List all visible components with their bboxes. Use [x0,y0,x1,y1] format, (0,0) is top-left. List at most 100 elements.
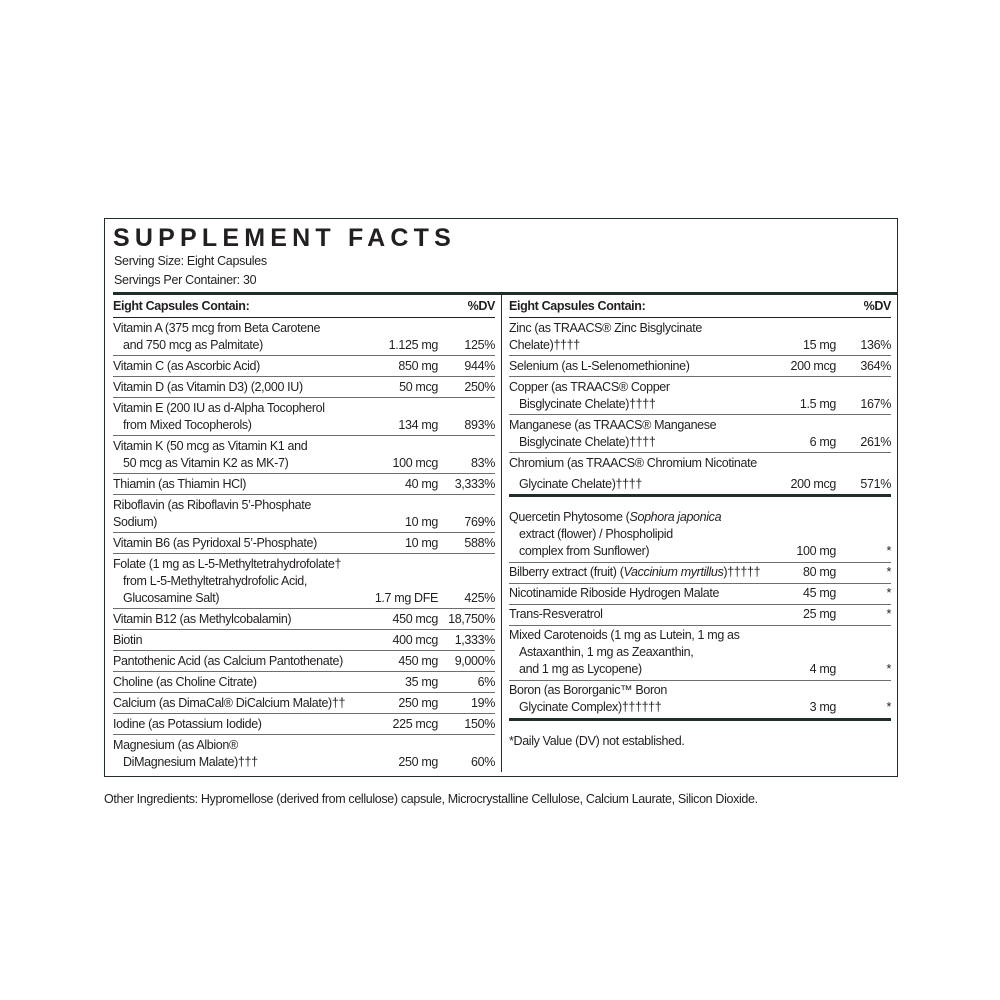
header-dv: %DV [467,299,496,313]
daily-value: 425% [464,590,495,605]
name-text: Pantothenic Acid (as Calcium Pantothenat… [113,653,343,668]
left-rows: Vitamin A (375 mcg from Beta Carotene and… [113,318,495,772]
amount: 250 mg [398,695,438,710]
amount: 6 mg [809,434,837,449]
amount: 40 mg [405,476,438,491]
header-label: Eight Capsules Contain: [509,299,646,313]
amount: 1.5 mg [799,396,836,411]
footnote: *Daily Value (DV) not established. [509,733,685,748]
daily-value: 250% [464,379,495,394]
name-text: Sophora japonica [629,510,722,524]
name-text: Magnesium (as Albion® [113,737,238,752]
nutrient-name: Vitamin C (as Ascorbic Acid) [113,358,352,375]
nutrient-row: Boron (as Bororganic™ Boron Glycinate Com… [509,681,891,721]
other-ingredients: Other Ingredients: Hypromellose (derived… [104,792,758,806]
name-text: Zinc (as TRAACS® Zinc Bisglycinate Chela… [509,320,702,352]
facts-columns: Eight Capsules Contain: %DV Vitamin A (3… [113,295,891,772]
amount: 100 mg [796,544,836,558]
amount: 1.125 mg [388,337,439,352]
nutrient-row: Iodine (as Potassium Iodide) 225 mcg 150% [113,714,495,735]
name-text: Vitamin B12 (as Methylcobalamin) [113,611,292,626]
daily-value: 136% [860,337,891,352]
amount: 35 mg [405,674,438,689]
amount: 80 mg [803,565,836,579]
name-text: DiMagnesium Malate)††† [123,754,258,769]
nutrient-row: Vitamin D (as Vitamin D3) (2,000 IU) 50 m… [113,377,495,398]
nutrient-name: Manganese (as TRAACS® Manganese Bisglycin… [509,417,766,451]
daily-value: 167% [860,396,891,411]
amount: 400 mcg [392,632,439,647]
name-text: )††††† [723,565,761,579]
nutrient-row: Vitamin B12 (as Methylcobalamin) 450 mcg 1… [113,609,495,630]
nutrient-row: Mixed Carotenoids (1 mg as Lutein, 1 mg … [509,626,891,681]
name-text: and 1 mg as Lycopene) [519,662,642,676]
name-text: extract (flower) / Phospholipid [519,527,673,541]
amount: 10 mg [405,535,438,550]
name-text: Bisglycinate Chelate)†††† [519,434,656,449]
name-text: Thiamin (as Thiamin HCl) [113,476,247,491]
nutrient-row: Nicotinamide Riboside Hydrogen Malate 45 … [509,584,891,605]
nutrient-row: Chromium (as TRAACS® Chromium Nicotinate… [509,453,891,497]
daily-value: 18,750% [448,611,495,626]
daily-value: * [886,662,891,676]
name-text: Glucosamine Salt) [123,590,220,605]
name-text: Vitamin C (as Ascorbic Acid) [113,358,260,373]
nutrient-row: Vitamin A (375 mcg from Beta Carotene and… [113,318,495,356]
name-text: Selenium (as L-Selenomethionine) [509,358,690,373]
nutrient-name: Vitamin E (200 IU as d-Alpha Tocopherol f… [113,400,352,434]
nutrient-name: Calcium (as DimaCal® DiCalcium Malate)†† [113,695,352,712]
amount: 15 mg [803,337,836,352]
daily-value: 9,000% [454,653,496,668]
name-text: Vitamin D (as Vitamin D3) (2,000 IU) [113,379,303,394]
amount: 250 mg [398,754,438,769]
amount: 4 mg [809,662,837,676]
nutrient-row: Copper (as TRAACS® Copper Bisglycinate Ch… [509,377,891,415]
name-text: Iodine (as Potassium Iodide) [113,716,262,731]
name-text: Biotin [113,632,143,647]
nutrient-name: Chromium (as TRAACS® Chromium Nicotinate… [509,455,766,493]
amount: 200 mcg [790,358,837,373]
name-text: Glycinate Complex)†††††† [519,700,662,714]
right-column: Eight Capsules Contain: %DV Zinc (as TRA… [501,295,891,772]
daily-value: * [886,586,891,600]
name-text: Vitamin B6 (as Pyridoxal 5’-Phosphate) [113,535,317,550]
nutrient-row: Quercetin Phytosome (Sophora japonica ext… [509,497,891,563]
daily-value: 893% [464,417,495,432]
amount: 134 mg [398,417,438,432]
header-label: Eight Capsules Contain: [113,299,250,313]
nutrient-name: Magnesium (as Albion® DiMagnesium Malate)… [113,737,352,771]
nutrient-row: Manganese (as TRAACS® Manganese Bisglycin… [509,415,891,453]
nutrient-name: Boron (as Bororganic™ Boron Glycinate Com… [509,682,766,716]
name-text: from L-5-Methyltetrahydrofolic Acid, [123,573,308,588]
nutrient-row: Calcium (as DimaCal® DiCalcium Malate)††… [113,693,495,714]
nutrient-name: Biotin [113,632,352,649]
daily-value: 588% [464,535,495,550]
amount: 450 mg [398,653,438,668]
nutrient-name: Vitamin K (50 mcg as Vitamin K1 and 50 mc… [113,438,352,472]
nutrient-row: Thiamin (as Thiamin HCl) 40 mg 3,333% [113,474,495,495]
nutrient-row: Vitamin B6 (as Pyridoxal 5’-Phosphate) 10… [113,533,495,554]
nutrient-name: Copper (as TRAACS® Copper Bisglycinate Ch… [509,379,766,413]
nutrient-name: Zinc (as TRAACS® Zinc Bisglycinate Chela… [509,320,766,354]
nutrient-name: Selenium (as L-Selenomethionine) [509,358,766,375]
daily-value: 3,333% [454,476,496,491]
nutrient-row: Zinc (as TRAACS® Zinc Bisglycinate Chela… [509,318,891,356]
name-text: Nicotinamide Riboside Hydrogen Malate [509,586,720,600]
daily-value: 6% [477,674,496,689]
nutrient-name: Pantothenic Acid (as Calcium Pantothenat… [113,653,352,670]
nutrient-name: Vitamin B12 (as Methylcobalamin) [113,611,352,628]
amount: 25 mg [803,607,836,621]
name-text: Vaccinium myrtillus [623,565,724,579]
name-text: Manganese (as TRAACS® Manganese [509,417,717,432]
supplement-facts-panel: SUPPLEMENT FACTS Serving Size: Eight Cap… [104,218,898,777]
nutrient-name: Iodine (as Potassium Iodide) [113,716,352,733]
nutrient-name: Vitamin D (as Vitamin D3) (2,000 IU) [113,379,352,396]
panel-title: SUPPLEMENT FACTS [113,224,456,252]
name-text: Bilberry extract (fruit) ( [509,565,624,579]
name-text: complex from Sunflower) [519,544,650,558]
daily-value: 60% [471,754,495,769]
amount: 225 mcg [392,716,439,731]
amount: 3 mg [809,700,837,714]
name-text: from Mixed Tocopherols) [123,417,252,432]
nutrient-name: Vitamin A (375 mcg from Beta Carotene and… [113,320,352,354]
